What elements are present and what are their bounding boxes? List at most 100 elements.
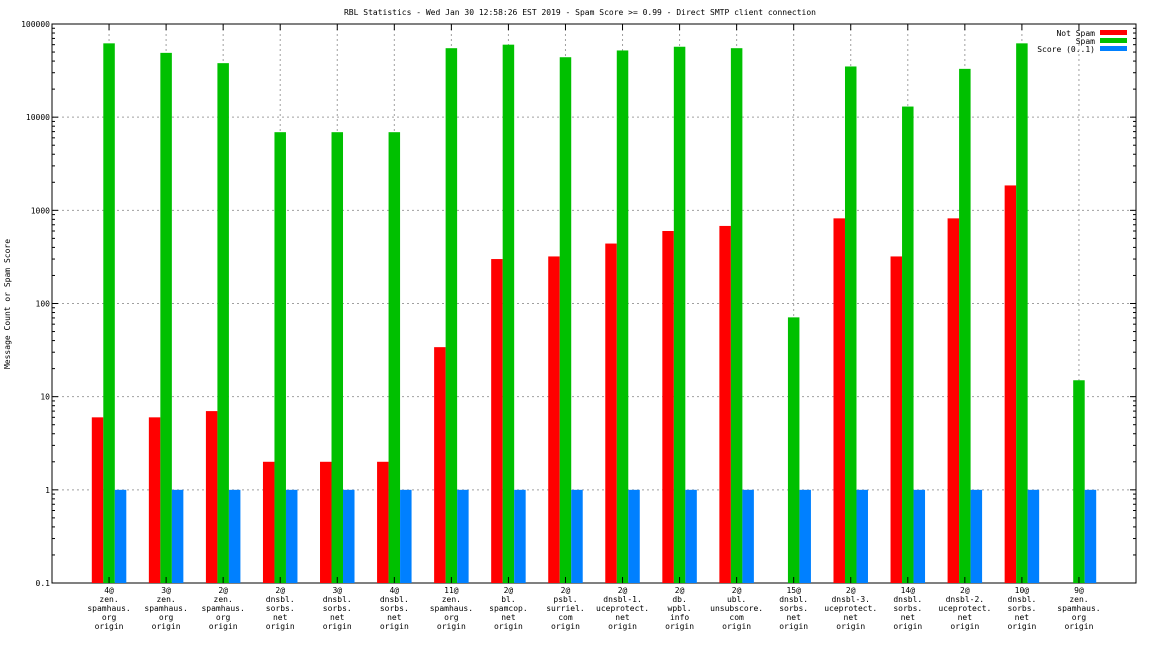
- x-tick-label: 2@ bl. spamcop. net origin: [489, 586, 528, 631]
- y-tick-label: 0.1: [36, 579, 51, 588]
- x-tick-label-line: 3@: [332, 586, 342, 595]
- x-tick-label-line: net: [786, 613, 801, 622]
- x-tick-label-line: zen.: [214, 595, 233, 604]
- bar-not-spam: [1004, 185, 1017, 583]
- legend-swatch: [1100, 38, 1127, 43]
- bar-not-spam: [491, 259, 503, 583]
- y-tick-label: 100: [36, 300, 51, 309]
- bar-not-spam: [262, 461, 275, 583]
- x-tick-label: 2@ dnsbl-1. uceprotect. net origin: [596, 586, 649, 631]
- x-tick-label-line: net: [273, 613, 288, 622]
- x-tick-label-line: zen.: [442, 595, 461, 604]
- bar-score-0-1: [685, 489, 697, 583]
- x-tick-label-line: dnsbl.: [380, 595, 409, 604]
- bar-spam: [274, 132, 286, 584]
- x-tick-label-line: net: [901, 613, 916, 622]
- x-tick-label-line: 2@: [846, 586, 856, 595]
- x-tick-label-line: org: [102, 613, 117, 622]
- x-tick-label-line: org: [159, 613, 174, 622]
- x-tick-label-line: 2@: [675, 586, 685, 595]
- y-axis-ticks: 0.1 1 10 100 1000 10000 100000: [21, 20, 1136, 588]
- legend-swatch: [1100, 30, 1127, 35]
- x-tick-label-line: dnsbl-2.: [946, 595, 985, 604]
- x-tick-label-line: net: [501, 613, 516, 622]
- x-tick-label-line: org: [444, 613, 459, 622]
- bar-score-0-1: [114, 489, 127, 583]
- x-tick-label-line: dnsbl.: [893, 595, 922, 604]
- x-tick-label-line: unsubscore.: [710, 604, 763, 613]
- bar-not-spam: [662, 231, 674, 583]
- y-tick-label: 1000: [31, 206, 50, 215]
- bar-not-spam: [320, 461, 332, 583]
- x-tick-label-line: spamcop.: [489, 604, 528, 613]
- x-tick-label-line: zen.: [1069, 595, 1088, 604]
- x-tick-label: 3@ zen. spamhaus. org origin: [144, 586, 187, 631]
- bar-not-spam: [91, 417, 104, 583]
- x-tick-label-line: info: [670, 613, 689, 622]
- bar-score-0-1: [228, 489, 241, 583]
- bar-score-0-1: [856, 489, 868, 583]
- x-tick-label-line: 2@: [618, 586, 628, 595]
- x-tick-label-line: surriel.: [546, 604, 585, 613]
- x-tick-label: 2@ psbl. surriel. com origin: [546, 586, 585, 631]
- bar-spam: [844, 66, 857, 583]
- x-tick-label-line: 2@: [960, 586, 970, 595]
- x-tick-label-line: uceprotect.: [938, 604, 991, 613]
- x-tick-label-line: net: [330, 613, 345, 622]
- x-tick-label: 3@ dnsbl. sorbs. net origin: [323, 586, 352, 631]
- bar-score-0-1: [799, 489, 811, 583]
- bar-score-0-1: [913, 489, 926, 583]
- bar-spam: [1016, 43, 1028, 584]
- x-tick-label-line: origin: [1007, 622, 1036, 631]
- bar-spam: [616, 50, 629, 583]
- bar-not-spam: [890, 256, 903, 583]
- x-tick-label-line: zen.: [156, 595, 175, 604]
- x-tick-label: 10@ dnsbl. sorbs. net origin: [1007, 586, 1036, 631]
- x-tick-label-line: 9@: [1074, 586, 1084, 595]
- x-tick-label-line: uceprotect.: [596, 604, 649, 613]
- bar-not-spam: [833, 218, 845, 583]
- bar-spam: [160, 52, 172, 583]
- y-tick-label: 10000: [26, 113, 50, 122]
- x-tick-label-line: wpbl.: [668, 604, 692, 613]
- x-tick-label-line: net: [387, 613, 402, 622]
- bar-spam: [388, 132, 401, 584]
- y-axis-label: Message Count or Spam Score: [3, 239, 12, 369]
- bar-spam: [502, 44, 515, 584]
- x-tick-label-line: origin: [494, 622, 523, 631]
- bar-spam: [787, 317, 800, 583]
- bar-spam: [331, 132, 344, 584]
- bar-score-0-1: [571, 489, 583, 583]
- bar-score-0-1: [742, 489, 754, 583]
- x-tick-label-line: dnsbl.: [323, 595, 352, 604]
- legend-label: Score (0..1): [1037, 45, 1095, 54]
- x-tick-label-line: net: [958, 613, 973, 622]
- y-tick-label: 10: [40, 393, 50, 402]
- x-tick-label-line: 11@: [444, 586, 459, 595]
- x-tick-label-line: spamhaus.: [430, 604, 473, 613]
- x-tick-label-line: origin: [950, 622, 979, 631]
- x-tick-label-line: spamhaus.: [144, 604, 187, 613]
- bar-not-spam: [605, 243, 617, 583]
- x-tick-label-line: net: [844, 613, 859, 622]
- x-tick-label-line: 14@: [901, 586, 916, 595]
- x-tick-label-line: 2@: [504, 586, 514, 595]
- x-tick-label-line: org: [216, 613, 231, 622]
- x-tick-label-line: com: [729, 613, 744, 622]
- bar-spam: [445, 48, 458, 584]
- x-tick-label-line: psbl.: [553, 595, 577, 604]
- x-tick-label-line: 2@: [561, 586, 571, 595]
- x-tick-label-line: origin: [209, 622, 238, 631]
- x-tick-label: 14@ dnsbl. sorbs. net origin: [893, 586, 922, 631]
- bar-spam: [1073, 380, 1085, 583]
- x-tick-label-line: dnsbl.: [266, 595, 295, 604]
- bar-spam: [902, 106, 914, 584]
- x-tick-label: 2@ ubl. unsubscore. com origin: [710, 586, 763, 631]
- x-tick-label-line: ubl.: [727, 595, 746, 604]
- bar-not-spam: [947, 218, 960, 583]
- x-tick-label-line: origin: [95, 622, 124, 631]
- x-tick-label-line: spamhaus.: [1057, 604, 1100, 613]
- x-tick-label: 2@ dnsbl. sorbs. net origin: [266, 586, 295, 631]
